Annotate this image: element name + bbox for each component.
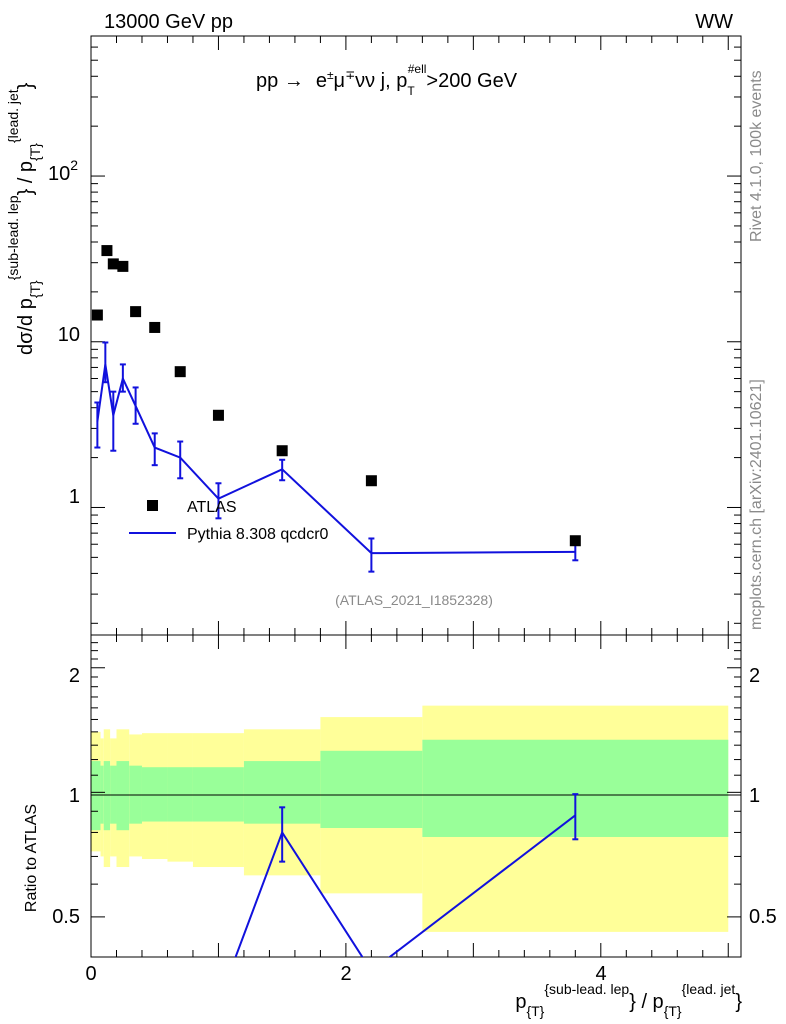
ratio-band-green — [116, 761, 130, 831]
ratio-band-green — [192, 767, 244, 822]
legend-atlas-marker — [147, 500, 158, 511]
ratio-band-green — [91, 761, 101, 831]
atlas-data-point — [365, 475, 377, 487]
mc-series — [94, 341, 579, 573]
ratio-band-green — [320, 750, 423, 828]
y-tick-label-100: 102 — [48, 157, 78, 185]
ratio-tick-2-right: 2 — [749, 665, 760, 687]
legend-pythia-label: Pythia 8.308 qcdcr0 — [187, 526, 329, 543]
chart-title: pp → e±μ∓νν j, pT#ell>200 GeV — [256, 62, 518, 98]
ratio-y-axis-label: Ratio to ATLAS — [23, 804, 40, 912]
ratio-tick-0.5: 0.5 — [52, 906, 80, 928]
atlas-data-point — [117, 260, 129, 272]
atlas-data-point — [91, 309, 103, 321]
axis-ticks — [90, 35, 741, 958]
legend-atlas-label: ATLAS — [187, 499, 237, 516]
main-plot-frame — [90, 35, 742, 636]
header-right: WW — [695, 11, 733, 33]
ratio-band-green — [141, 767, 168, 822]
x-tick-label-0: 0 — [85, 963, 96, 985]
y-tick-label-1: 1 — [69, 486, 80, 508]
mc-ratio-series — [234, 793, 579, 957]
ratio-band-green — [167, 767, 193, 822]
x-tick-label-4: 4 — [595, 963, 606, 985]
ratio-tick-1: 1 — [69, 785, 80, 807]
mc-ratio-line — [234, 814, 576, 957]
ratio-tick-2: 2 — [69, 665, 80, 687]
x-axis-label: p{T}{sub-lead. lep} / p{T}{lead. jet} — [515, 981, 742, 1019]
atlas-series — [91, 245, 581, 547]
ratio-plot-frame — [90, 634, 742, 958]
y-axis-label: dσ/d p{T}{sub-lead. lep} / p{T}{lead. je… — [5, 82, 43, 355]
ratio-clipped-group — [234, 793, 579, 957]
atlas-data-point — [569, 535, 581, 547]
atlas-data-point — [212, 409, 224, 421]
analysis-watermark: (ATLAS_2021_I1852328) — [335, 592, 493, 608]
ratio-tick-1-right: 1 — [749, 785, 760, 807]
atlas-data-point — [101, 245, 113, 257]
atlas-data-point — [149, 321, 161, 333]
y-tick-label-10: 10 — [58, 324, 80, 346]
atlas-data-point — [276, 445, 288, 457]
header-left: 13000 GeV pp — [104, 11, 233, 33]
ratio-tick-0.5-right: 0.5 — [749, 906, 777, 928]
ratio-uncertainty-bands — [91, 705, 729, 932]
rivet-label: Rivet 4.1.0, 100k events — [748, 70, 765, 242]
x-tick-label-2: 2 — [340, 963, 351, 985]
mcplots-label: mcplots.cern.ch [arXiv:2401.10621] — [748, 379, 765, 630]
atlas-data-point — [174, 366, 186, 378]
mc-line — [96, 364, 576, 555]
atlas-data-point — [130, 306, 142, 318]
atlas-data-point — [107, 258, 119, 270]
ratio-band-green — [103, 761, 111, 831]
